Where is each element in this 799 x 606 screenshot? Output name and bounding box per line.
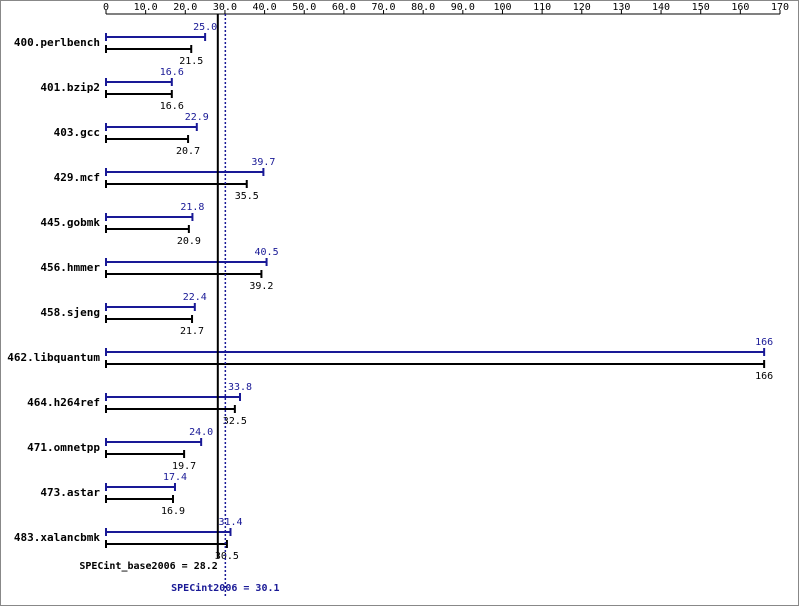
- bar: [105, 438, 203, 446]
- bar: [105, 450, 186, 458]
- category-label: 464.h264ref: [27, 396, 100, 409]
- bar: [105, 360, 766, 368]
- category-label: 456.hmmer: [40, 261, 100, 274]
- x-tick-label: 100: [493, 2, 511, 13]
- value-label: 21.8: [180, 202, 204, 213]
- bar: [105, 258, 268, 266]
- value-label: 166: [755, 337, 773, 348]
- value-label: 33.8: [228, 382, 252, 393]
- x-tick-label: 40.0: [253, 2, 277, 13]
- peak-score-label: SPECint2006 = 30.1: [171, 582, 279, 594]
- x-tick-label: 80.0: [411, 2, 435, 13]
- bar: [105, 348, 766, 356]
- value-label: 166: [755, 371, 773, 382]
- value-label: 17.4: [163, 472, 187, 483]
- value-label: 31.4: [218, 517, 242, 528]
- value-label: 22.4: [183, 292, 207, 303]
- x-tick-label: 170: [771, 2, 789, 13]
- bar: [105, 78, 173, 86]
- x-tick-label: 150: [692, 2, 710, 13]
- bar: [105, 405, 236, 413]
- category-label: 429.mcf: [54, 171, 100, 184]
- x-tick-label: 110: [533, 2, 551, 13]
- value-label: 16.6: [160, 101, 184, 112]
- value-label: 40.5: [255, 247, 279, 258]
- bar: [105, 213, 194, 221]
- category-label: 473.astar: [40, 486, 100, 499]
- bar: [105, 483, 176, 491]
- value-label: 16.9: [161, 506, 185, 517]
- bar: [105, 33, 207, 41]
- value-label: 30.5: [215, 551, 239, 562]
- value-label: 21.5: [179, 56, 203, 67]
- x-tick-label: 70.0: [371, 2, 395, 13]
- category-label: 445.gobmk: [40, 216, 100, 229]
- x-tick-label: 0: [103, 2, 109, 13]
- category-label: 401.bzip2: [40, 81, 100, 94]
- value-label: 32.5: [223, 416, 247, 427]
- x-tick-label: 140: [652, 2, 670, 13]
- x-tick-label: 130: [612, 2, 630, 13]
- bar: [105, 315, 194, 323]
- bar: [105, 495, 175, 503]
- value-label: 21.7: [180, 326, 204, 337]
- bar: [105, 225, 190, 233]
- bar: [105, 135, 190, 143]
- value-label: 22.9: [185, 112, 209, 123]
- bar: [105, 528, 232, 536]
- category-label: 400.perlbench: [14, 36, 100, 49]
- x-tick-label: 90.0: [451, 2, 475, 13]
- value-label: 20.7: [176, 146, 200, 157]
- value-label: 24.0: [189, 427, 213, 438]
- bar: [105, 180, 248, 188]
- value-label: 39.2: [249, 281, 273, 292]
- category-label: 471.omnetpp: [27, 441, 100, 454]
- value-label: 19.7: [172, 461, 196, 472]
- value-label: 20.9: [177, 236, 201, 247]
- bar: [105, 303, 196, 311]
- x-tick-label: 50.0: [292, 2, 316, 13]
- value-label: 25.0: [193, 22, 217, 33]
- x-tick-label: 10.0: [134, 2, 158, 13]
- bar: [105, 540, 228, 548]
- x-tick-label: 120: [573, 2, 591, 13]
- x-tick-label: 30.0: [213, 2, 237, 13]
- value-label: 39.7: [251, 157, 275, 168]
- category-label: 483.xalancbmk: [14, 531, 100, 544]
- bar: [105, 45, 193, 53]
- category-label: 403.gcc: [54, 126, 100, 139]
- x-tick-label: 160: [731, 2, 749, 13]
- x-tick-label: 20.0: [173, 2, 197, 13]
- bar: [105, 270, 263, 278]
- base-score-label: SPECint_base2006 = 28.2: [79, 560, 217, 572]
- bar: [105, 168, 265, 176]
- category-label: 462.libquantum: [7, 351, 100, 364]
- x-tick-label: 60.0: [332, 2, 356, 13]
- bar: [105, 123, 198, 131]
- value-label: 16.6: [160, 67, 184, 78]
- value-label: 35.5: [235, 191, 259, 202]
- bar: [105, 90, 173, 98]
- category-label: 458.sjeng: [40, 306, 100, 319]
